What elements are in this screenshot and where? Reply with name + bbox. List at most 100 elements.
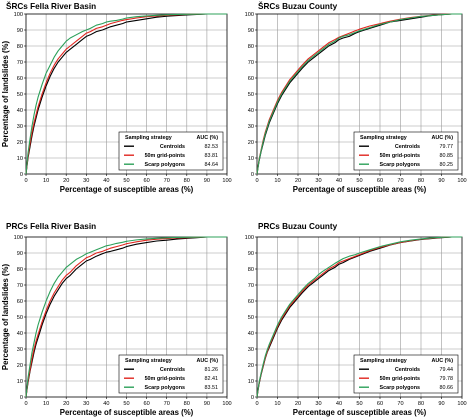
legend-series-name: Scarp polygons — [380, 385, 420, 391]
x-tick-label: 70 — [164, 401, 170, 407]
legend-header-auc: AUC (%) — [431, 358, 453, 364]
x-tick-label: 100 — [222, 178, 231, 184]
chart-panel-3: PRCs Fella River Basin 0 10 20 30 40 50 60 70 80 9… — [1, 222, 232, 417]
x-tick-label: 70 — [164, 178, 170, 184]
legend-auc-value: 79.77 — [440, 144, 454, 150]
legend-header-auc: AUC (%) — [431, 135, 453, 141]
x-tick-label: 40 — [336, 178, 342, 184]
y-tick-label: 90 — [17, 28, 23, 34]
y-tick-label: 100 — [245, 12, 254, 18]
chart-panel-2: ŠRCs Buzau County 0 10 20 30 40 50 60 70 80 90 100 0… — [245, 0, 467, 194]
y-tick-label: 70 — [248, 283, 254, 289]
x-tick-label: 80 — [184, 401, 190, 407]
series-line-centroids — [25, 236, 227, 398]
x-tick-label: 50 — [123, 401, 129, 407]
legend-auc-value: 80.85 — [440, 153, 454, 159]
y-tick-label: 30 — [248, 124, 254, 130]
legend-series-name: 50m grid-points — [380, 153, 420, 159]
legend: Sampling strategy AUC (%) Centroids 79.77 50… — [353, 131, 459, 171]
y-tick-label: 70 — [248, 60, 254, 66]
y-tick-label: 100 — [14, 235, 23, 241]
legend-header-strategy: Sampling strategy — [360, 135, 407, 141]
y-tick-label: 30 — [17, 347, 23, 353]
y-tick-label: 100 — [245, 235, 254, 241]
x-tick-label: 80 — [418, 178, 424, 184]
y-tick-label: 10 — [17, 156, 23, 162]
x-tick-label: 0 — [255, 178, 258, 184]
x-tick-label: 10 — [43, 178, 49, 184]
x-tick-label: 40 — [103, 178, 109, 184]
x-tick-label: 90 — [438, 401, 444, 407]
y-tick-label: 20 — [17, 140, 23, 146]
x-tick-label: 50 — [123, 178, 129, 184]
legend-series-name: 50m grid-points — [145, 376, 185, 382]
y-tick-label: 40 — [17, 108, 23, 114]
x-tick-label: 90 — [204, 401, 210, 407]
x-tick-label: 60 — [143, 178, 149, 184]
x-tick-label: 90 — [438, 178, 444, 184]
series-line-50m-grid-points — [256, 236, 462, 398]
x-tick-label: 0 — [255, 401, 258, 407]
legend-header-auc: AUC (%) — [196, 358, 218, 364]
legend-auc-value: 82.41 — [205, 376, 219, 382]
legend-series-name: Scarp polygons — [145, 162, 185, 168]
y-axis-label: Percentage of landslides (%) — [1, 41, 10, 148]
plot-frame — [25, 13, 228, 175]
legend-header-strategy: Sampling strategy — [125, 358, 172, 364]
y-tick-label: 0 — [20, 172, 23, 178]
y-tick-label: 40 — [17, 331, 23, 337]
x-tick-label: 90 — [204, 178, 210, 184]
x-tick-label: 30 — [83, 401, 89, 407]
y-tick-label: 40 — [248, 108, 254, 114]
legend: Sampling strategy AUC (%) Centroids 82.53 50… — [118, 131, 224, 171]
y-tick-label: 60 — [17, 299, 23, 305]
y-tick-label: 20 — [17, 363, 23, 369]
legend-series-name: Centroids — [395, 144, 420, 150]
legend-auc-value: 79.78 — [440, 376, 454, 382]
legend-auc-value: 82.53 — [205, 144, 219, 150]
legend-auc-value: 80.25 — [440, 162, 454, 168]
chart-panel-1: ŠRCs Fella River Basin 0 10 20 30 40 50 60 70 80 9… — [1, 0, 232, 194]
legend-series-name: Scarp polygons — [145, 385, 185, 391]
x-tick-label: 100 — [222, 401, 231, 407]
legend-auc-value: 79.44 — [440, 367, 454, 373]
y-tick-label: 50 — [248, 92, 254, 98]
y-tick-label: 80 — [248, 267, 254, 273]
chart-title: ŠRCs Fella River Basin — [6, 0, 96, 11]
x-tick-label: 20 — [295, 178, 301, 184]
legend-series-name: Centroids — [160, 367, 185, 373]
x-tick-label: 60 — [377, 178, 383, 184]
x-tick-label: 60 — [143, 401, 149, 407]
y-tick-label: 50 — [248, 315, 254, 321]
x-tick-label: 30 — [315, 178, 321, 184]
legend-series-name: Scarp polygons — [380, 162, 420, 168]
y-tick-label: 80 — [17, 44, 23, 50]
y-tick-label: 10 — [17, 379, 23, 385]
x-tick-label: 30 — [83, 178, 89, 184]
legend-auc-value: 80.66 — [440, 385, 454, 391]
x-tick-label: 0 — [24, 178, 27, 184]
y-tick-label: 10 — [248, 379, 254, 385]
x-tick-label: 40 — [103, 401, 109, 407]
y-tick-label: 80 — [248, 44, 254, 50]
x-tick-label: 20 — [63, 178, 69, 184]
y-tick-label: 80 — [17, 267, 23, 273]
legend: Sampling strategy AUC (%) Centroids 81.26 50… — [118, 354, 224, 394]
x-axis-label: Percentage of susceptible areas (%) — [293, 408, 427, 417]
x-tick-label: 20 — [63, 401, 69, 407]
x-tick-label: 100 — [457, 401, 466, 407]
chart-title: PRCs Fella River Basin — [6, 222, 96, 231]
y-tick-label: 70 — [17, 60, 23, 66]
x-axis-label: Percentage of susceptible areas (%) — [60, 408, 194, 417]
chart-panel-4: PRCs Buzau County 0 10 20 30 40 50 60 70 80 90 100 0… — [245, 222, 467, 417]
y-tick-label: 30 — [248, 347, 254, 353]
legend-box — [353, 354, 459, 394]
y-tick-label: 50 — [17, 92, 23, 98]
x-tick-label: 100 — [457, 178, 466, 184]
x-tick-label: 50 — [356, 178, 362, 184]
series-line-scarp-polygons — [25, 13, 227, 175]
x-axis-label: Percentage of susceptible areas (%) — [293, 185, 427, 194]
x-tick-label: 20 — [295, 401, 301, 407]
x-tick-label: 10 — [274, 178, 280, 184]
